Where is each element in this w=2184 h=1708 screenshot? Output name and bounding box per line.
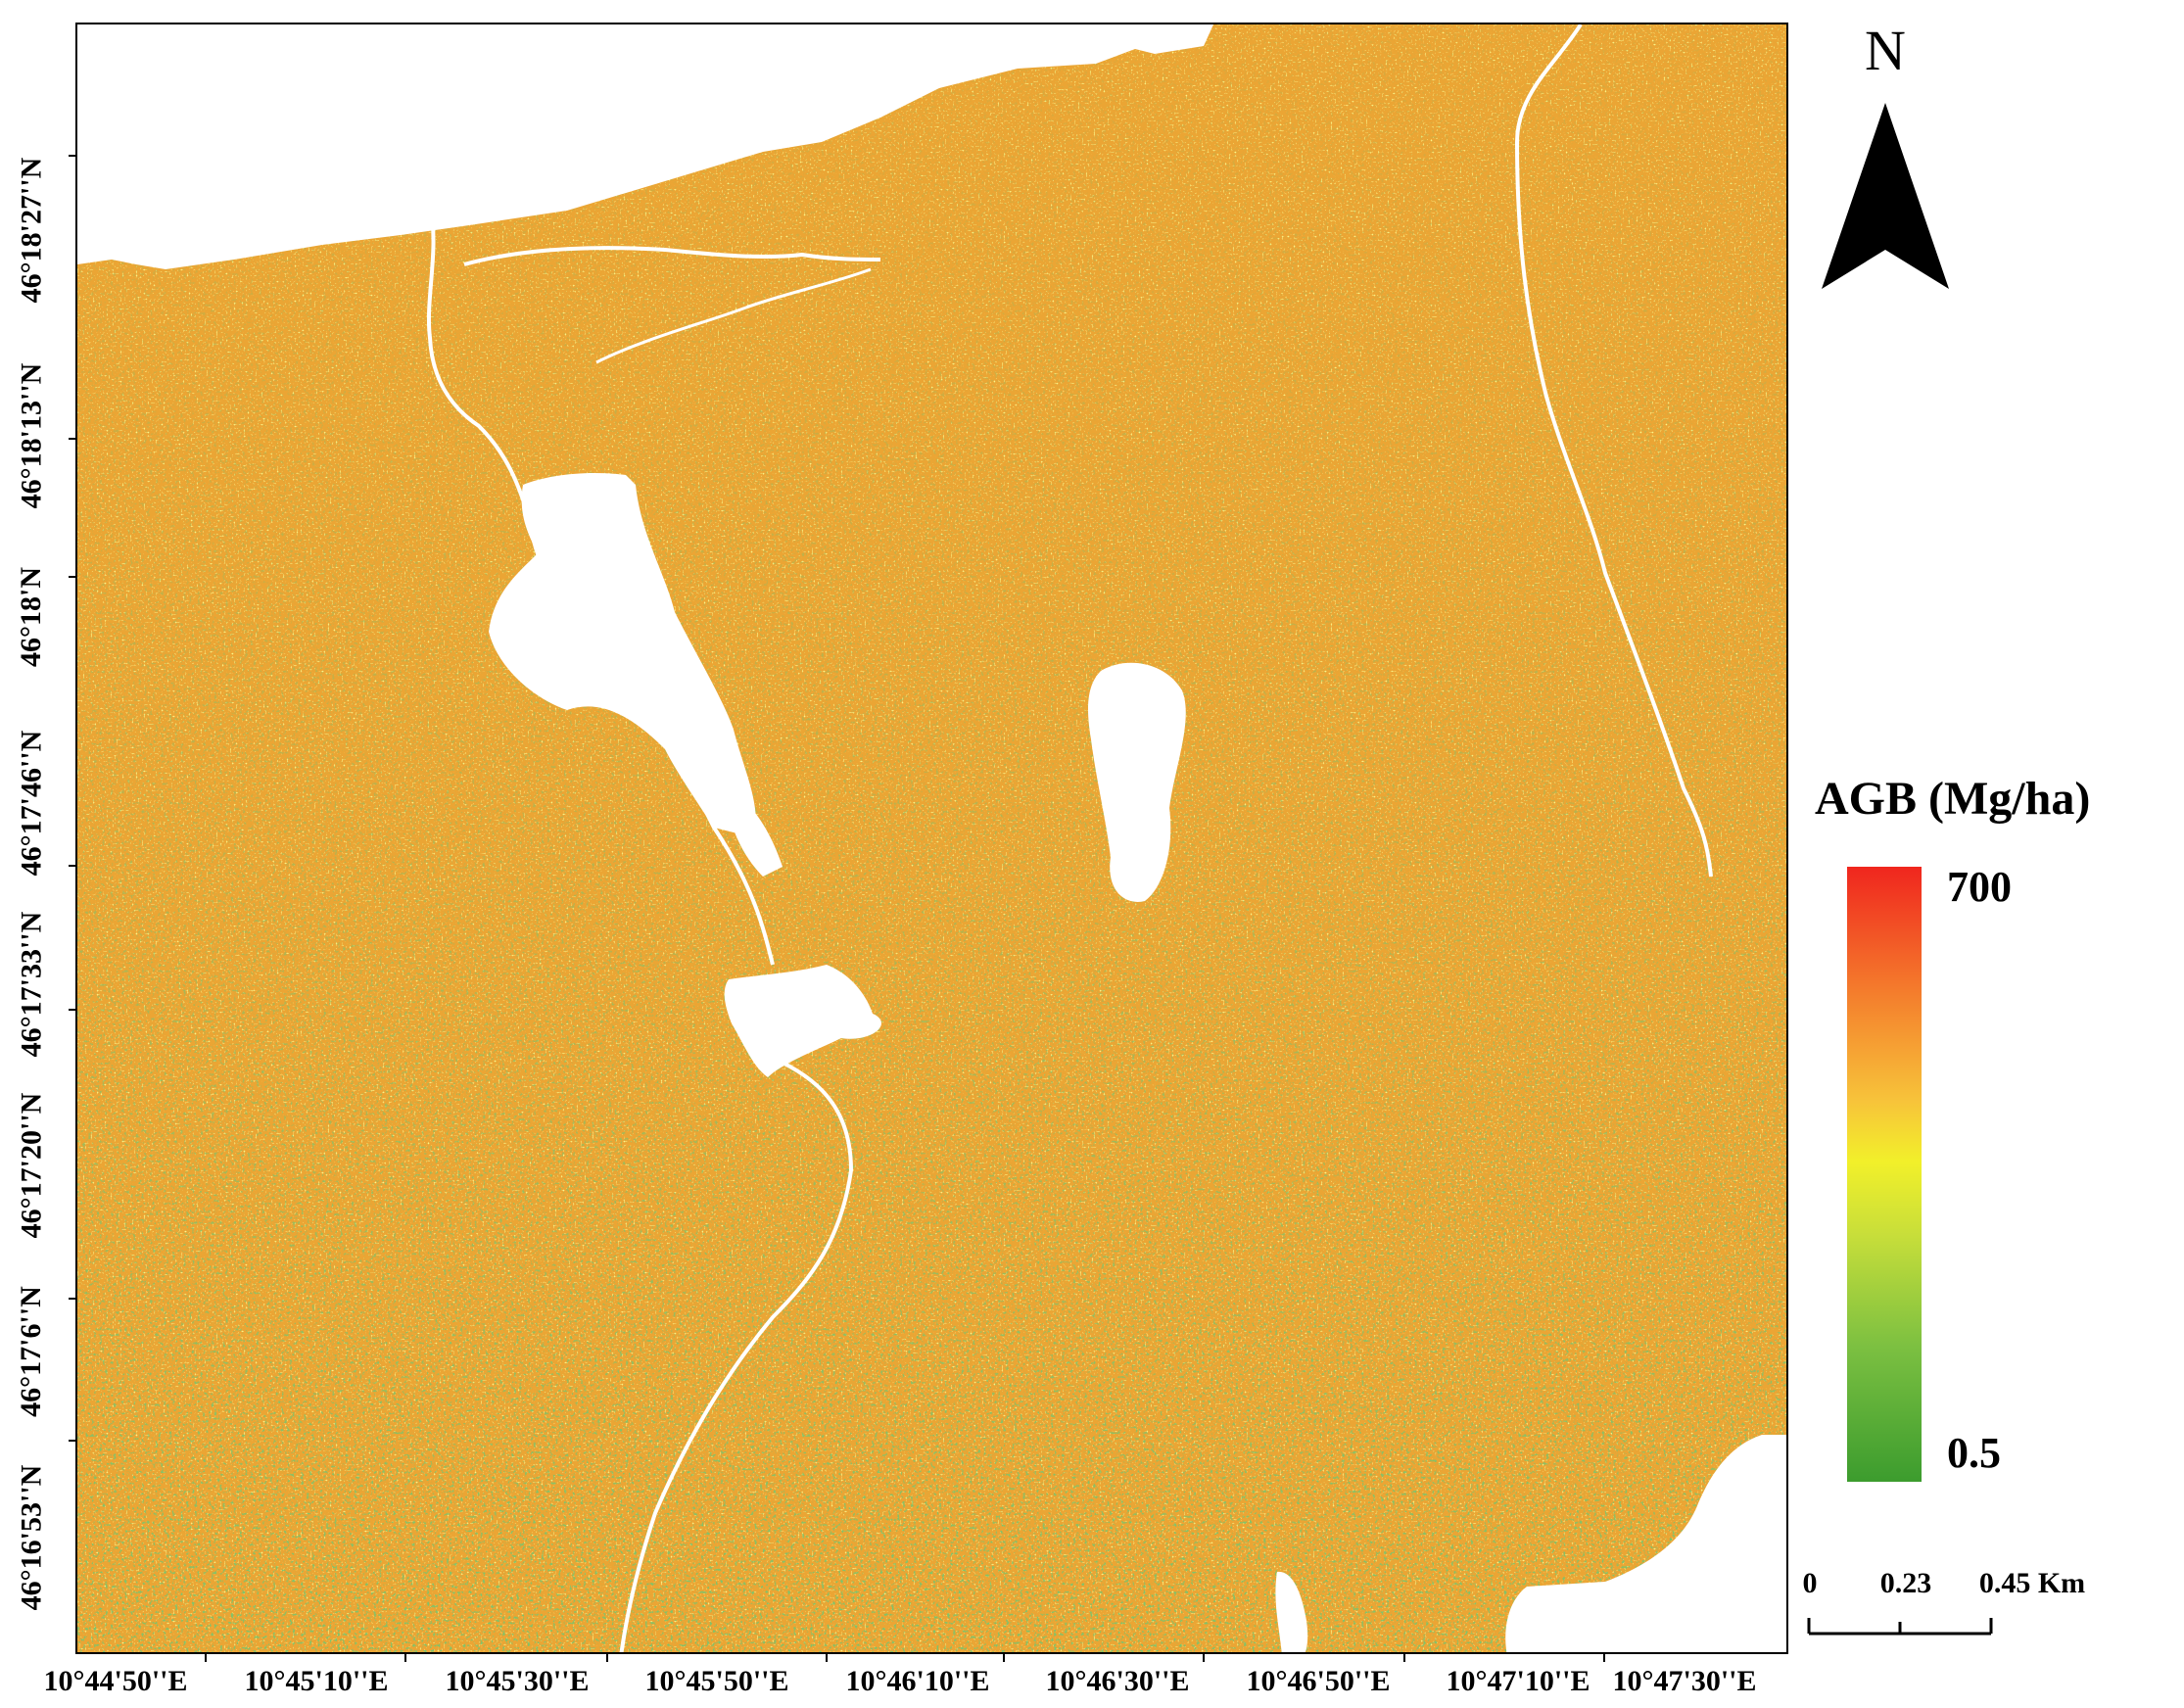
lon-label: 10°46'50''E [1246, 1665, 1391, 1697]
lat-label: 46°18'27''N [15, 157, 48, 304]
lat-label: 46°17'20''N [15, 1092, 48, 1239]
lon-tick [404, 1654, 406, 1662]
lat-tick [69, 1009, 76, 1011]
lon-label: 10°45'50''E [644, 1665, 789, 1697]
stream-upper-2 [595, 267, 872, 364]
lon-tick [826, 1654, 828, 1662]
lon-label: 10°45'30''E [445, 1665, 590, 1697]
stream-upper [463, 246, 881, 266]
nodata-bottom-small [1275, 1571, 1308, 1652]
lon-label: 10°47'30''E [1612, 1665, 1757, 1697]
lat-tick [69, 155, 76, 157]
lat-label: 46°18'N [15, 567, 47, 667]
lat-label: 46°18'13''N [15, 362, 48, 509]
lon-tick [205, 1654, 207, 1662]
lon-tick [1003, 1654, 1005, 1662]
lat-tick [69, 576, 76, 578]
nodata-bottom-right [1505, 1435, 1786, 1652]
lon-label: 10°44'50''E [43, 1665, 188, 1697]
lat-tick [69, 1440, 76, 1442]
scale-label-max: 0.45 Km [1978, 1567, 2086, 1599]
nodata-top-left [77, 24, 1786, 269]
raster-red-speckle [77, 24, 1786, 1652]
lat-label: 46°17'46''N [15, 730, 48, 877]
lat-tick [69, 865, 76, 867]
scale-label-0: 0 [1802, 1567, 1818, 1599]
lat-label: 46°17'6''N [15, 1286, 48, 1417]
lon-label: 10°47'10''E [1446, 1665, 1591, 1697]
nodata-central-pond [1088, 662, 1186, 902]
lon-tick [1603, 1654, 1605, 1662]
lat-tick [69, 438, 76, 440]
legend-min-label: 0.5 [1947, 1429, 2001, 1477]
river-center-south [619, 1061, 854, 1652]
lon-label: 10°45'10''E [244, 1665, 389, 1697]
lon-tick [606, 1654, 608, 1662]
legend-max-label: 700 [1947, 863, 2012, 911]
north-arrow: N [1817, 20, 1954, 304]
north-label: N [1865, 19, 1906, 82]
river-right [1514, 24, 1713, 878]
scale-bar [1807, 1618, 1993, 1636]
nodata-channel-mid [724, 788, 783, 877]
lon-tick [1203, 1654, 1205, 1662]
lat-label: 46°16'53''N [15, 1464, 48, 1611]
raster-layer [77, 24, 1786, 1652]
north-arrow-icon [1822, 103, 1949, 289]
scale-label-mid: 0.23 [1879, 1567, 1932, 1599]
nodata-channel-north [489, 473, 756, 837]
river-left [426, 205, 775, 966]
legend-colorbar [1847, 867, 1922, 1482]
agb-raster-map [75, 23, 1788, 1654]
lon-tick [1403, 1654, 1405, 1662]
nodata-channel-south [724, 965, 881, 1077]
lat-tick [69, 1298, 76, 1300]
lat-label: 46°17'33''N [15, 911, 48, 1058]
lon-label: 10°46'10''E [845, 1665, 990, 1697]
lon-label: 10°46'30''E [1045, 1665, 1190, 1697]
legend-title: AGB (Mg/ha) [1815, 773, 2091, 825]
